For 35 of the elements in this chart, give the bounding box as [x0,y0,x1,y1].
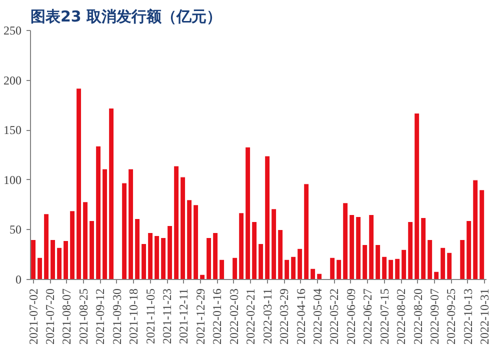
x-tick-label: 2022-02-21 [244,288,258,344]
x-tick-label: 2021-11-23 [160,288,174,344]
chart-title: 图表23 取消发行额（亿元） [30,8,222,26]
x-tick-label: 2022-04-16 [294,288,308,344]
x-tick-label: 2022-05-22 [327,288,342,344]
x-tick-label: 2022-09-07 [427,288,442,344]
x-tick-label: 2021-09-30 [110,288,124,344]
x-tick-label: 2022-08-02 [394,288,408,344]
x-tick-label: 2021-07-02 [26,288,40,344]
x-tick-label: 2022-10-13 [460,288,475,344]
x-tick-label: 2021-08-25 [76,288,90,344]
x-tick-label: 2022-03-29 [277,288,292,344]
y-tick-label: 200 [4,73,22,88]
y-tick-label: 0 [16,272,22,286]
x-tick-label: 2021-12-11 [176,288,191,344]
x-tick-label: 2021-12-29 [193,288,208,344]
x-tick-label: 2022-01-16 [210,288,224,344]
y-tick-label: 150 [4,123,22,138]
y-tick-label: 100 [4,172,22,187]
x-tick-label: 2021-09-12 [93,288,108,344]
x-tick-label: 2022-09-25 [444,288,458,344]
x-tick-label: 2022-10-31 [478,288,491,344]
x-tick-label: 2022-03-11 [260,288,274,344]
y-tick-label: 50 [10,222,22,237]
x-tick-label: 2022-06-09 [344,288,358,344]
x-tick-label: 2022-02-03 [226,288,241,344]
y-tick-label: 250 [4,24,22,38]
x-tick-label: 2022-06-27 [360,288,375,344]
x-tick-label: 2021-10-18 [126,288,141,344]
x-tick-label: 2022-07-15 [377,288,392,344]
x-tick-label: 2021-11-05 [143,288,158,344]
x-tick-label: 2022-08-20 [410,288,425,344]
x-tick-label: 2021-08-07 [60,288,74,344]
x-tick-label: 2022-05-04 [310,288,324,344]
x-tick-label: 2021-07-20 [43,288,58,344]
